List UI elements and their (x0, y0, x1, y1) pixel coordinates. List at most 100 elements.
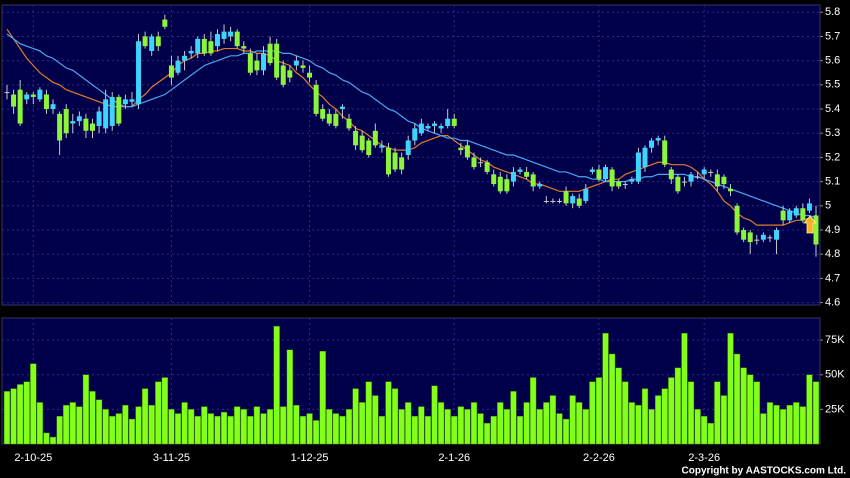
candle-body (228, 31, 234, 37)
volume-bar (352, 388, 359, 445)
volume-bar (444, 409, 451, 445)
volume-bar (786, 405, 793, 445)
volume-bar (115, 413, 122, 445)
volume-bar (773, 405, 780, 445)
volume-bar (148, 405, 155, 445)
candle-body (267, 43, 273, 64)
candle-body (471, 157, 477, 168)
volume-bar (668, 377, 675, 445)
y-tick-label: 5.8 (825, 6, 840, 18)
candle-body (162, 19, 168, 27)
volume-bar (687, 381, 695, 445)
volume-bar (589, 381, 596, 445)
volume-bar (266, 409, 274, 445)
volume-bar (95, 399, 103, 445)
candle-body (149, 36, 155, 51)
price-panel (1, 4, 821, 306)
volume-bar (437, 402, 445, 445)
volume-bar (740, 367, 747, 445)
volume-bar (780, 409, 787, 445)
candle-body (254, 60, 260, 71)
volume-bar (253, 406, 261, 445)
candle-body (649, 140, 655, 148)
candle-body (24, 94, 30, 100)
volume-bar (181, 402, 188, 445)
candle-body (372, 130, 378, 146)
candle-body (182, 55, 188, 61)
volume-bar (457, 406, 464, 445)
candle-body (701, 169, 707, 175)
x-tick-label: 2-3-26 (688, 452, 720, 464)
y-tick-label: 4.6 (825, 296, 840, 308)
candle-body (793, 208, 799, 216)
candle-body (70, 121, 76, 124)
candle-body (714, 174, 720, 187)
candle-body (570, 196, 576, 204)
y-tick-label: 4.9 (825, 224, 840, 236)
volume-bar (431, 385, 438, 445)
candle-body (668, 169, 674, 180)
candle-body (320, 109, 326, 119)
candle-body (30, 94, 36, 97)
candle-body (313, 84, 319, 114)
candle-body (616, 181, 622, 187)
volume-bar (398, 409, 405, 445)
candle-body (662, 140, 668, 165)
volume-bar (345, 409, 353, 445)
candle-body (432, 123, 438, 126)
volume-bar (707, 423, 714, 445)
candle-body (261, 53, 267, 71)
candle-body (464, 145, 470, 158)
volume-bar (69, 402, 76, 445)
candle-body (109, 96, 115, 126)
volume-bar (418, 406, 425, 445)
candle-body (609, 169, 615, 187)
x-tick-label: 2-1-26 (438, 452, 470, 464)
candle-body (129, 99, 135, 102)
volume-bar (799, 406, 806, 445)
candle-body (451, 118, 457, 126)
candle-body (359, 135, 365, 151)
candle-body (497, 176, 503, 192)
volume-bar (595, 377, 603, 445)
candle-body (510, 171, 516, 182)
candle-body (83, 118, 89, 131)
candle-body (484, 162, 490, 172)
volume-bar (188, 409, 195, 445)
candle-body (524, 171, 530, 177)
candle-body (353, 130, 359, 146)
candle-body (583, 188, 589, 201)
candle-body (721, 176, 727, 185)
candle-body (234, 31, 240, 47)
candle-body (103, 99, 109, 129)
candle-body (300, 65, 306, 68)
candle-body (767, 237, 773, 239)
y-tick-label: 5.1 (825, 176, 840, 188)
volume-bar (30, 363, 37, 445)
volume-bar (306, 413, 313, 445)
volume-bar (247, 416, 254, 445)
volume-bar (720, 395, 728, 445)
candle-body (681, 181, 687, 183)
volume-bar (470, 402, 478, 445)
candle-body (195, 38, 201, 54)
y-tick-label: 5.3 (825, 127, 840, 139)
volume-bar (56, 416, 63, 445)
volume-bar (122, 405, 129, 445)
volume-bar (747, 374, 754, 445)
candle-body (734, 205, 740, 233)
volume-bar (510, 391, 517, 445)
candle-body (175, 60, 181, 73)
volume-bar (497, 402, 504, 445)
volume-bar (806, 374, 813, 445)
candle-body (563, 191, 569, 204)
candle-body (800, 208, 806, 221)
volume-bar (378, 416, 386, 445)
volume-bar (812, 381, 820, 445)
volume-bar (201, 406, 208, 445)
candle-body (136, 41, 142, 105)
volume-bar (793, 402, 800, 445)
candle-body (741, 230, 747, 240)
candle-body (274, 43, 280, 78)
x-tick-label: 3-11-25 (153, 452, 190, 464)
